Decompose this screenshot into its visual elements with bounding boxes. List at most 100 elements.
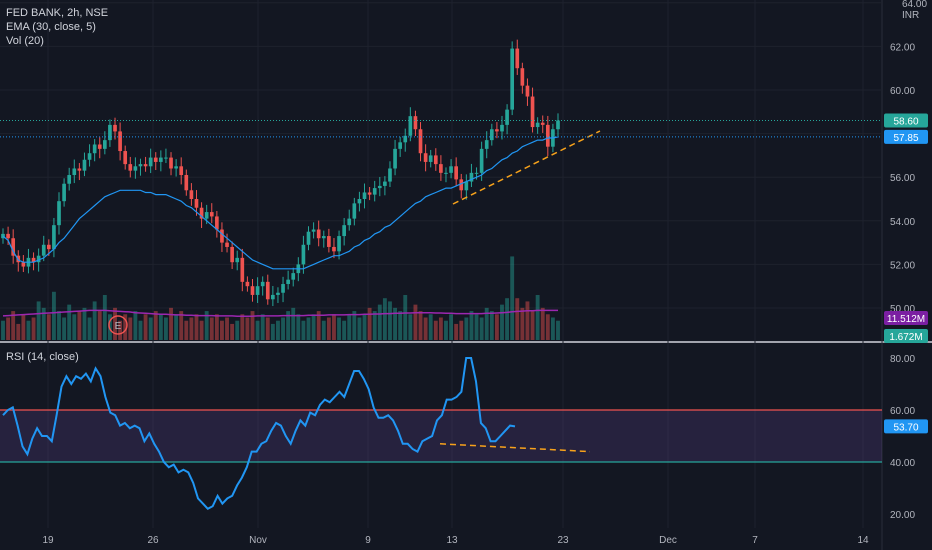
volume-bar[interactable] <box>21 314 26 340</box>
volume-bar[interactable] <box>403 295 408 340</box>
candle[interactable] <box>108 124 112 141</box>
volume-bar[interactable] <box>158 314 163 340</box>
vol-legend[interactable]: Vol (20) <box>6 35 44 47</box>
candle[interactable] <box>327 236 331 247</box>
candle[interactable] <box>377 185 382 189</box>
volume-bar[interactable] <box>265 317 270 341</box>
volume-bar[interactable] <box>230 323 235 340</box>
candle[interactable] <box>469 172 474 182</box>
volume-bar[interactable] <box>316 311 321 340</box>
volume-bar[interactable] <box>138 320 143 340</box>
candle[interactable] <box>194 199 199 208</box>
volume-bar[interactable] <box>438 317 443 341</box>
candle[interactable] <box>159 157 163 162</box>
volume-bar[interactable] <box>545 314 550 340</box>
candle[interactable] <box>540 122 545 125</box>
candle[interactable] <box>321 236 326 239</box>
volume-bar[interactable] <box>464 317 469 341</box>
volume-bar[interactable] <box>459 320 464 340</box>
volume-bar[interactable] <box>484 307 489 340</box>
rsi-trendline[interactable] <box>439 443 591 453</box>
candle[interactable] <box>286 279 290 285</box>
candle[interactable] <box>311 229 316 232</box>
volume-bar[interactable] <box>337 317 341 341</box>
candle[interactable] <box>92 144 97 154</box>
volume-bar[interactable] <box>204 311 209 340</box>
candle[interactable] <box>484 140 489 149</box>
candle[interactable] <box>118 131 122 152</box>
candle[interactable] <box>515 48 520 69</box>
candle[interactable] <box>418 129 423 154</box>
volume-bar[interactable] <box>367 307 372 340</box>
candle[interactable] <box>46 244 51 250</box>
volume-bar[interactable] <box>46 314 51 340</box>
candle[interactable] <box>505 109 509 125</box>
candle[interactable] <box>459 179 464 191</box>
candle[interactable] <box>1 233 5 239</box>
volume-bar[interactable] <box>1 320 5 340</box>
candle[interactable] <box>57 201 61 226</box>
volume-bar[interactable] <box>179 311 184 340</box>
candle[interactable] <box>464 181 469 191</box>
candle[interactable] <box>240 257 245 282</box>
candle[interactable] <box>352 203 357 219</box>
volume-bar[interactable] <box>556 320 560 340</box>
candle[interactable] <box>276 292 280 295</box>
candle[interactable] <box>255 286 260 295</box>
volume-bar[interactable] <box>174 314 179 340</box>
volume-bar[interactable] <box>326 317 331 341</box>
candle[interactable] <box>245 281 250 287</box>
rsi-title[interactable]: RSI (14, close) <box>6 351 79 363</box>
earnings-marker[interactable] <box>108 315 128 335</box>
candle[interactable] <box>342 225 346 237</box>
volume-bar[interactable] <box>209 317 214 341</box>
candle[interactable] <box>77 168 82 171</box>
vol-ma-tag[interactable] <box>884 311 928 325</box>
volume-bar[interactable] <box>276 320 280 340</box>
candle[interactable] <box>179 166 184 176</box>
volume-bar[interactable] <box>87 317 92 341</box>
volume-bar[interactable] <box>26 320 31 340</box>
candle[interactable] <box>520 68 525 86</box>
candle[interactable] <box>357 199 362 204</box>
volume-bar[interactable] <box>260 314 265 340</box>
candle[interactable] <box>291 273 296 280</box>
volume-bar[interactable] <box>418 311 423 340</box>
candle[interactable] <box>62 183 66 202</box>
volume-bar[interactable] <box>189 317 194 341</box>
candle[interactable] <box>362 192 367 199</box>
candle[interactable] <box>316 229 321 239</box>
candle[interactable] <box>439 164 443 173</box>
candle[interactable] <box>133 166 138 171</box>
candle[interactable] <box>169 157 173 169</box>
candle[interactable] <box>113 124 117 132</box>
volume-bar[interactable] <box>164 317 168 341</box>
candle[interactable] <box>199 207 204 219</box>
volume-bar[interactable] <box>510 256 515 340</box>
volume-bar[interactable] <box>449 314 454 340</box>
volume-bar[interactable] <box>214 314 219 340</box>
candle[interactable] <box>164 157 168 159</box>
candle[interactable] <box>530 96 535 128</box>
candle[interactable] <box>556 120 560 130</box>
volume-bar[interactable] <box>479 317 484 341</box>
volume-bar[interactable] <box>332 314 336 340</box>
volume-bar[interactable] <box>41 307 46 340</box>
volume-bar[interactable] <box>515 298 520 340</box>
volume-bar[interactable] <box>530 311 535 340</box>
volume-bar[interactable] <box>77 311 82 340</box>
candle[interactable] <box>306 231 311 245</box>
volume-bar[interactable] <box>347 314 352 340</box>
candle[interactable] <box>138 164 143 167</box>
candle[interactable] <box>260 281 265 287</box>
volume-bar[interactable] <box>102 295 107 340</box>
candle[interactable] <box>11 238 16 256</box>
ema-price-tag[interactable] <box>884 129 928 144</box>
candle[interactable] <box>235 257 240 263</box>
volume-bar[interactable] <box>235 320 240 340</box>
candle[interactable] <box>271 294 275 300</box>
volume-bar[interactable] <box>184 320 189 340</box>
candle[interactable] <box>408 116 413 136</box>
volume-bar[interactable] <box>123 314 128 340</box>
